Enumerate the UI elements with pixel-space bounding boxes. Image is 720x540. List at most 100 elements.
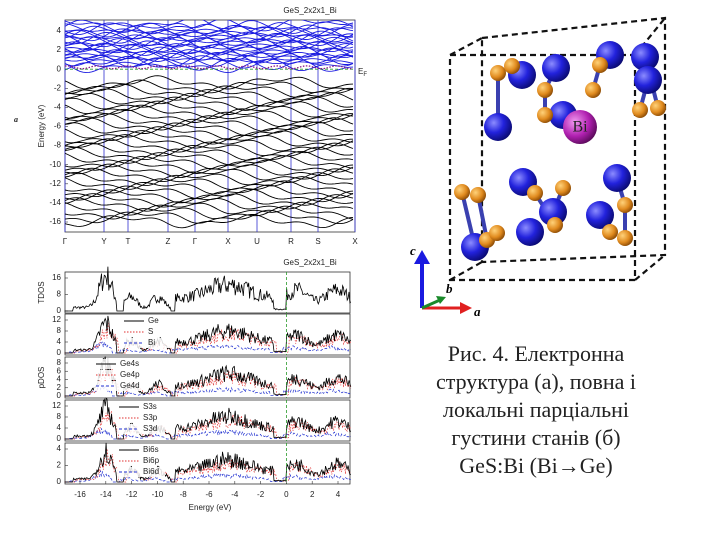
- pdos-curve: [64, 315, 352, 354]
- legend-label: S3p: [143, 413, 158, 422]
- y-tick-label: 2: [57, 383, 62, 392]
- legend-bg: [117, 456, 165, 466]
- dos-frame: [64, 399, 351, 442]
- y-tick-label: 0: [57, 348, 62, 357]
- y-tick-label: -14: [49, 198, 61, 207]
- y-tick-label: 4: [57, 337, 62, 346]
- legend-bg: [122, 316, 170, 326]
- y-axis-label: Energy (eV): [37, 104, 46, 147]
- conduction-band: [65, 50, 354, 67]
- y-tick-label: 12: [52, 401, 61, 410]
- x-tick-label: -4: [231, 490, 239, 499]
- conduction-band: [65, 33, 354, 49]
- legend-bg: [117, 413, 165, 423]
- bands: [65, 20, 354, 229]
- valence-band: [65, 163, 354, 179]
- valence-band: [65, 142, 354, 157]
- defect-band: [64, 65, 354, 70]
- k-label: T: [126, 237, 131, 246]
- valence-band: [65, 201, 354, 216]
- y-tick-label: -2: [54, 83, 62, 92]
- s-atom: [489, 225, 505, 241]
- x-tick-label: -10: [152, 490, 164, 499]
- cell-edge: [449, 37, 483, 56]
- legend-label: S3s: [143, 402, 157, 411]
- pdos-curve: [64, 397, 352, 440]
- x-tick-label: -12: [126, 490, 138, 499]
- k-label: U: [254, 237, 260, 246]
- valence-band: [65, 138, 353, 153]
- legend-bg: [122, 338, 170, 348]
- legend-label: S3d: [143, 424, 157, 433]
- pdos-curve: [64, 442, 352, 483]
- dos-title: GeS_2x2x1_Bi: [283, 258, 337, 267]
- s-atom: [470, 187, 486, 203]
- legend-label: Ge: [148, 316, 159, 325]
- y-tick-label: 4: [57, 26, 62, 35]
- y-tick-label: 0: [57, 306, 62, 315]
- legend-label: Bi6p: [143, 456, 160, 465]
- y-tick-label: -6: [54, 122, 62, 131]
- x-tick-label: 4: [336, 490, 341, 499]
- conduction-band: [65, 46, 354, 63]
- valence-band: [65, 79, 354, 94]
- ge-atom: [634, 66, 662, 94]
- dos-frame: [64, 313, 351, 356]
- s-atom: [650, 100, 666, 116]
- dos-frame: [64, 271, 351, 314]
- valence-band: [65, 188, 354, 204]
- y-tick-label: 16: [52, 273, 61, 282]
- k-label: S: [315, 237, 320, 246]
- legend-label: S: [148, 327, 153, 336]
- s-atom: [547, 217, 563, 233]
- valence-band: [65, 96, 354, 111]
- s-atom: [592, 57, 608, 73]
- crystal-structure: Bi c b a: [410, 16, 667, 319]
- ge-atom: [516, 218, 544, 246]
- x-tick-label: -16: [74, 490, 86, 499]
- conduction-band: [65, 54, 354, 71]
- bi-atom: [563, 110, 597, 144]
- caption: Рис. 4. Електронна структура (а), повна і…: [436, 341, 636, 478]
- y-tick-label: 4: [57, 375, 62, 384]
- s-atom: [454, 184, 470, 200]
- valence-band: [65, 113, 354, 127]
- dos-frame: [64, 356, 351, 399]
- atom-label: Bi: [572, 119, 588, 136]
- ge-atom: [631, 43, 659, 71]
- s-atom: [527, 185, 543, 201]
- legend-bg: [94, 370, 142, 380]
- s-atom: [537, 107, 553, 123]
- caption-line: GeS:Bi (Bi→Ge): [459, 453, 612, 478]
- conduction-band: [65, 49, 354, 65]
- s-atom: [490, 65, 506, 81]
- caption-line: структура (а), повна і: [436, 369, 636, 394]
- x-tick-label: 0: [284, 490, 289, 499]
- s-atom: [602, 224, 618, 240]
- tdos-curve: [64, 266, 352, 312]
- k-label: Γ: [63, 237, 68, 246]
- valence-band: [65, 205, 354, 220]
- s-atom: [504, 58, 520, 74]
- x-tick-label: -14: [100, 490, 112, 499]
- y-tick-label: -8: [54, 141, 62, 150]
- valence-band: [65, 180, 354, 195]
- band-title: GeS_2x2x1_Bi: [283, 6, 337, 15]
- cell-edge: [449, 261, 483, 281]
- x-tick-label: 2: [310, 490, 315, 499]
- conduction-band: [65, 23, 354, 40]
- valence-band: [65, 167, 354, 183]
- pdos-curve: [64, 428, 352, 440]
- k-label: Z: [166, 237, 171, 246]
- legend-bg: [117, 467, 165, 477]
- y-tick-label: -4: [54, 103, 62, 112]
- ge-atom: [542, 54, 570, 82]
- caption-line: локальні парціальні: [443, 397, 629, 422]
- valence-band: [65, 125, 354, 141]
- caption-line: густини станів (б): [451, 425, 620, 450]
- valence-band: [65, 213, 354, 229]
- panel-label: a: [14, 115, 18, 124]
- valence-band: [65, 75, 354, 90]
- legend-bg: [122, 327, 170, 337]
